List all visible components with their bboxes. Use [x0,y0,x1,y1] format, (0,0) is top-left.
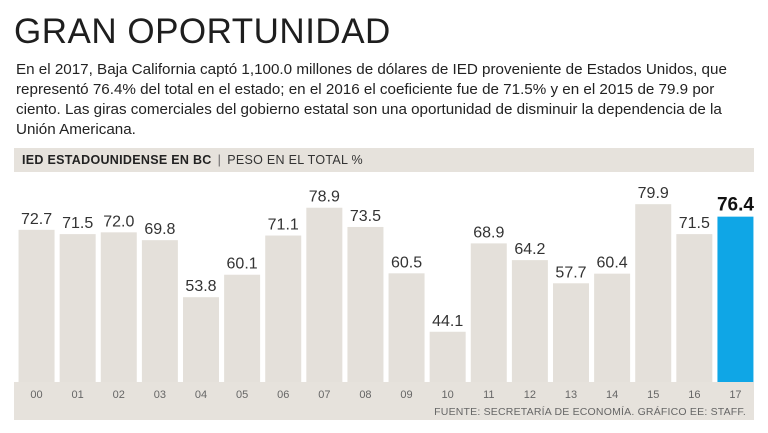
bar [141,240,178,382]
bar [18,229,55,382]
chart-area: 72.7 00 71.5 01 72.0 02 69.8 03 53.8 04 60.1 05 71.1… [14,176,754,406]
bar [388,273,425,382]
data-label: 72.7 [21,211,52,228]
bar [553,283,589,382]
x-tick-label: 06 [277,389,289,401]
x-tick-label: 05 [236,389,248,401]
data-label: 71.5 [62,215,93,232]
source-text: FUENTE: SECRETARÍA DE ECONOMÍA. GRÁFICO … [434,406,746,418]
x-tick-label: 16 [688,389,700,401]
x-tick-label: 13 [565,389,577,401]
data-label: 76.4 [717,195,754,216]
data-label: 73.5 [350,208,381,225]
bar [306,207,343,382]
bar [183,297,219,382]
data-label: 60.4 [597,255,628,272]
page-title: GRAN OPORTUNIDAD [14,12,391,51]
description-text: En el 2017, Baja California captó 1,100.… [16,61,727,138]
bar [470,243,507,382]
x-tick-label: 12 [524,389,536,401]
bar [635,204,672,382]
data-label: 68.9 [473,224,504,241]
data-label: 69.8 [144,221,175,238]
chart-unit-label: PESO EN EL TOTAL % [227,153,363,167]
bar [100,232,137,382]
bar [511,260,548,382]
x-tick-label: 17 [729,389,741,401]
bar [594,273,631,382]
data-label: 71.5 [679,215,710,232]
bar-chart: 72.7 00 71.5 01 72.0 02 69.8 03 53.8 04 60.1 05 71.1… [14,185,754,406]
chart-header-separator: | [217,153,222,167]
x-tick-label: 04 [195,389,207,401]
bar [347,226,384,382]
bar [59,234,96,382]
x-tick-label: 01 [72,389,84,401]
data-label: 60.1 [227,256,258,273]
bar [676,234,713,382]
chart-title: IED ESTADOUNIDENSE EN BC [22,153,212,167]
data-label: 53.8 [185,278,216,295]
x-tick-label: 14 [606,389,618,401]
data-label: 57.7 [555,264,586,281]
data-label: 60.5 [391,254,422,271]
data-label: 79.9 [638,185,669,202]
x-tick-label: 07 [318,389,330,401]
data-label: 71.1 [268,217,299,234]
x-tick-label: 00 [30,389,42,401]
bar [429,331,466,382]
data-label: 72.0 [103,213,134,230]
x-tick-label: 11 [483,389,494,401]
chart-header: IED ESTADOUNIDENSE EN BC | PESO EN EL TO… [14,148,754,172]
data-label: 78.9 [309,189,340,206]
bar [265,235,302,382]
x-tick-label: 02 [113,389,125,401]
bar-highlight [717,216,754,382]
x-axis-band [14,382,754,406]
bar [224,274,261,382]
data-label: 44.1 [432,313,463,330]
x-tick-label: 08 [359,389,371,401]
source-footer: FUENTE: SECRETARÍA DE ECONOMÍA. GRÁFICO … [14,404,754,420]
x-tick-label: 15 [647,389,659,401]
x-tick-label: 10 [442,389,454,401]
x-tick-label: 09 [400,389,412,401]
x-tick-label: 03 [154,389,166,401]
data-label: 64.2 [514,241,545,258]
